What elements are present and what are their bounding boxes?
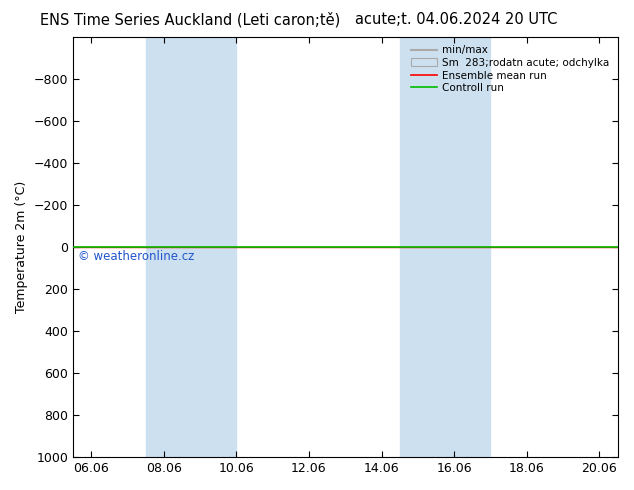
Y-axis label: Temperature 2m (°C): Temperature 2m (°C) [15,181,28,313]
Text: acute;t. 04.06.2024 20 UTC: acute;t. 04.06.2024 20 UTC [355,12,558,27]
Bar [146,37,236,457]
Text: ENS Time Series Auckland (Leti caron;tě): ENS Time Series Auckland (Leti caron;tě) [40,12,340,28]
Bar [399,37,491,457]
Text: © weatheronline.cz: © weatheronline.cz [79,250,195,263]
Legend: min/max, Sm  283;rodatn acute; odchylka, Ensemble mean run, Controll run: min/max, Sm 283;rodatn acute; odchylka, … [408,42,612,97]
